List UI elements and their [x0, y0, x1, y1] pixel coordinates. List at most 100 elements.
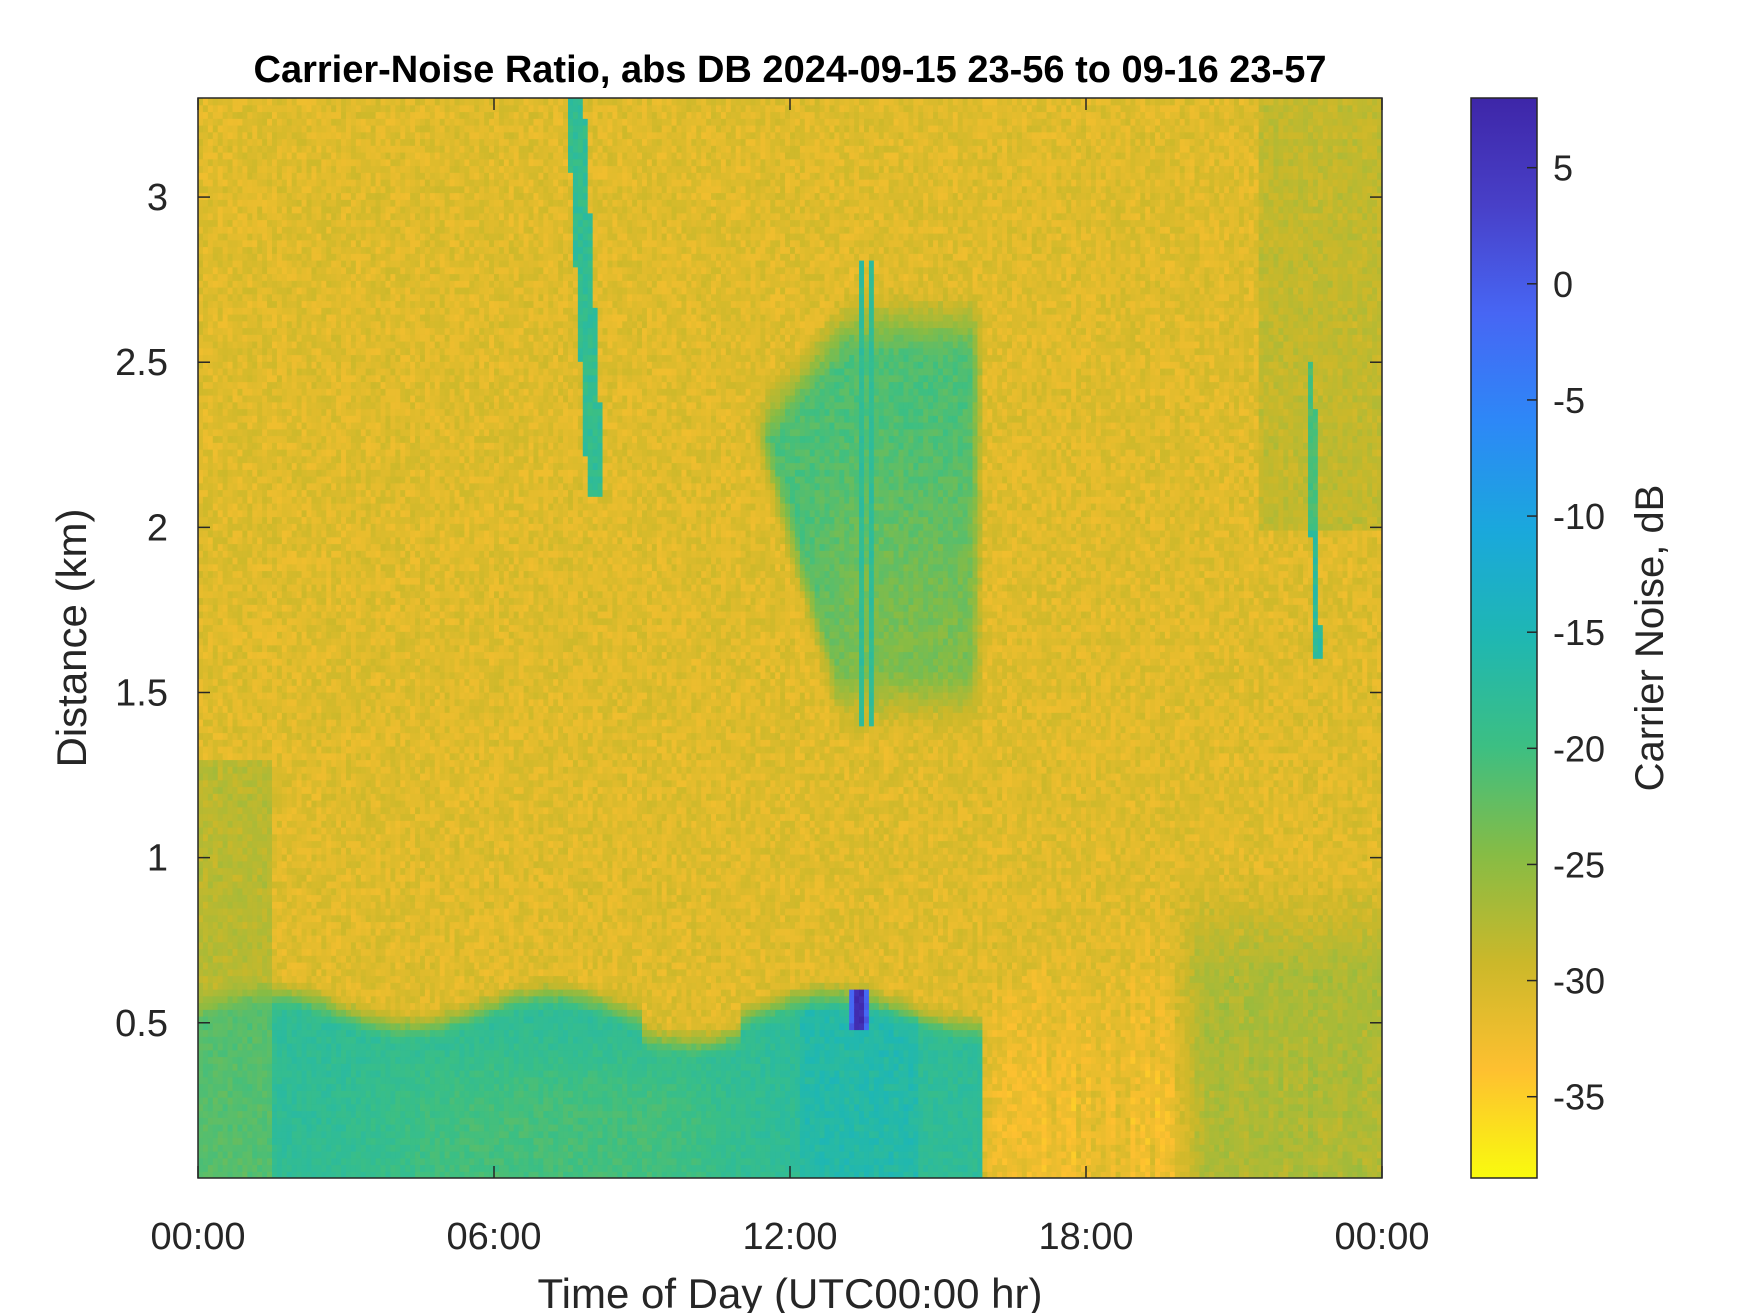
heatmap-cell: [233, 375, 239, 382]
heatmap-cell: [247, 888, 253, 895]
heatmap-cell: [228, 928, 234, 935]
heatmap-cell: [247, 1003, 253, 1010]
heatmap-cell: [237, 139, 243, 146]
heatmap-cell: [223, 976, 229, 983]
heatmap-cell: [237, 409, 243, 416]
heatmap-cell: [242, 442, 248, 449]
heatmap-cell: [272, 699, 278, 706]
heatmap-cell: [203, 159, 209, 166]
heatmap-cell: [277, 294, 283, 301]
heatmap-cell: [267, 699, 273, 706]
heatmap-cell: [208, 1009, 214, 1016]
heatmap-cell: [198, 584, 204, 591]
heatmap-cell: [218, 895, 224, 902]
heatmap-cell: [267, 1158, 273, 1165]
heatmap-cell: [218, 604, 224, 611]
heatmap-cell: [228, 976, 234, 983]
heatmap-cell: [228, 280, 234, 287]
heatmap-cell: [208, 328, 214, 335]
heatmap-cell: [203, 800, 209, 807]
heatmap-cell: [267, 1030, 273, 1037]
heatmap-cell: [252, 631, 258, 638]
heatmap-cell: [257, 685, 263, 692]
heatmap-cell: [228, 820, 234, 827]
heatmap-cell: [272, 314, 278, 321]
heatmap-cell: [218, 719, 224, 726]
heatmap-cell: [242, 1030, 248, 1037]
heatmap-cell: [242, 132, 248, 139]
heatmap-cell: [257, 1077, 263, 1084]
heatmap-cell: [282, 1070, 288, 1077]
heatmap-cell: [277, 726, 283, 733]
heatmap-cell: [272, 908, 278, 915]
heatmap-cell: [257, 112, 263, 119]
heatmap-cell: [267, 604, 273, 611]
heatmap-cell: [198, 638, 204, 645]
heatmap-cell: [208, 618, 214, 625]
heatmap-cell: [237, 240, 243, 247]
heatmap-cell: [277, 415, 283, 422]
heatmap-cell: [282, 1124, 288, 1131]
heatmap-cell: [252, 469, 258, 476]
heatmap-cell: [247, 1063, 253, 1070]
heatmap-cell: [267, 645, 273, 652]
heatmap-cell: [218, 652, 224, 659]
heatmap-cell: [198, 301, 204, 308]
heatmap-cell: [277, 280, 283, 287]
heatmap-cell: [218, 1003, 224, 1010]
heatmap-cell: [198, 996, 204, 1003]
heatmap-cell: [257, 908, 263, 915]
heatmap-cell: [257, 1151, 263, 1158]
heatmap-cell: [228, 436, 234, 443]
heatmap-cell: [213, 699, 219, 706]
heatmap-cell: [198, 841, 204, 848]
heatmap-cell: [198, 598, 204, 605]
heatmap-cell: [203, 1063, 209, 1070]
heatmap-cell: [237, 1158, 243, 1165]
heatmap-cell: [272, 166, 278, 173]
heatmap-cell: [257, 915, 263, 922]
heatmap-cell: [272, 989, 278, 996]
heatmap-cell: [208, 422, 214, 429]
heatmap-cell: [228, 530, 234, 537]
heatmap-cell: [233, 719, 239, 726]
heatmap-cell: [228, 658, 234, 665]
heatmap-cell: [282, 861, 288, 868]
heatmap-cell: [223, 1023, 229, 1030]
heatmap-cell: [262, 469, 268, 476]
heatmap-cell: [267, 1144, 273, 1151]
heatmap-cell: [233, 847, 239, 854]
heatmap-cell: [198, 733, 204, 740]
heatmap-cell: [213, 375, 219, 382]
heatmap-cell: [198, 935, 204, 942]
heatmap-cell: [267, 1124, 273, 1131]
heatmap-cell: [257, 861, 263, 868]
heatmap-cell: [198, 571, 204, 578]
heatmap-cell: [277, 604, 283, 611]
heatmap-cell: [237, 436, 243, 443]
heatmap-cell: [257, 402, 263, 409]
heatmap-cell: [277, 402, 283, 409]
heatmap-cell: [237, 355, 243, 362]
heatmap-cell: [208, 739, 214, 746]
heatmap-cell: [267, 692, 273, 699]
heatmap-cell: [242, 584, 248, 591]
heatmap-cell: [203, 544, 209, 551]
heatmap-cell: [282, 1063, 288, 1070]
heatmap-cell: [262, 240, 268, 247]
heatmap-cell: [267, 618, 273, 625]
heatmap-cell: [203, 955, 209, 962]
heatmap-cell: [257, 901, 263, 908]
heatmap-cell: [262, 584, 268, 591]
heatmap-cell: [257, 746, 263, 753]
heatmap-cell: [233, 1036, 239, 1043]
heatmap-cell: [213, 355, 219, 362]
heatmap-cell: [252, 456, 258, 463]
heatmap-cell: [233, 888, 239, 895]
heatmap-cell: [257, 935, 263, 942]
heatmap-cell: [262, 996, 268, 1003]
heatmap-cell: [237, 301, 243, 308]
heatmap-cell: [247, 1131, 253, 1138]
heatmap-cell: [272, 1111, 278, 1118]
heatmap-cell: [257, 773, 263, 780]
